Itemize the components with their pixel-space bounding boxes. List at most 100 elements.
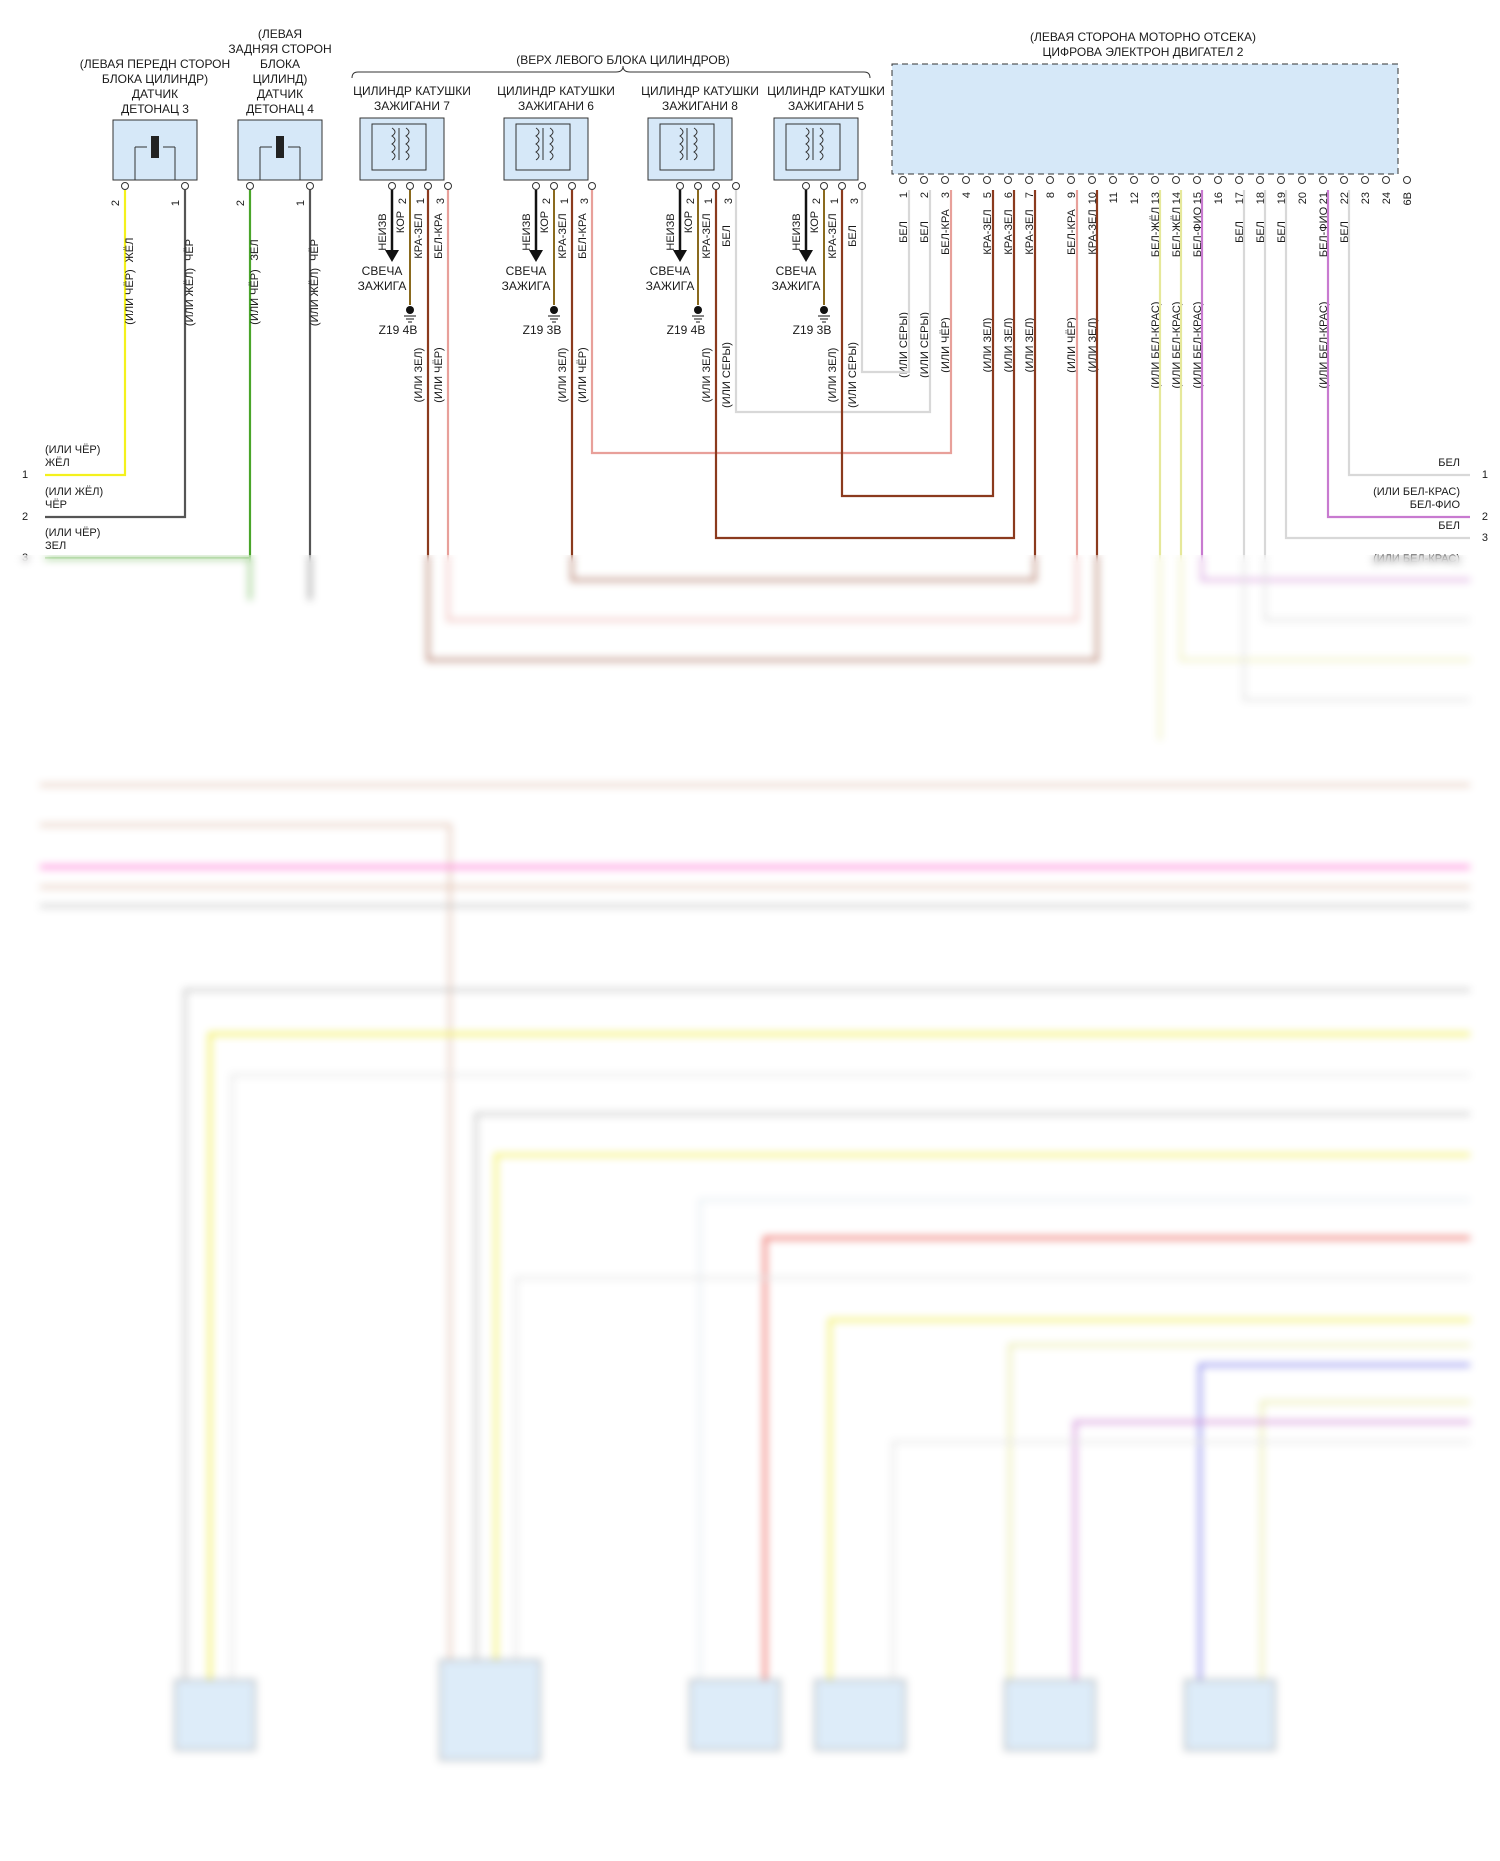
coil-pin: 2 xyxy=(541,198,553,204)
knock-sensor-caption: (ЛЕВАЯ xyxy=(258,27,302,41)
ecm-box xyxy=(891,63,1399,175)
knock-sensor-caption: ЦИЛИНД) xyxy=(253,72,308,86)
knock-sensor-caption: ДЕТОНАЦ 4 xyxy=(246,102,314,116)
coil-wire-label: БЕЛ-КРА xyxy=(577,212,589,258)
coil-winding xyxy=(535,127,554,161)
wire xyxy=(714,190,1016,540)
group-caption: (ВЕРХ ЛЕВОГО БЛОКА ЦИЛИНДРОВ) xyxy=(516,53,729,67)
ecm-pin-number: 16 xyxy=(1213,192,1225,204)
ecm-wire-alt-label: (ИЛИ ЗЕЛ) xyxy=(1003,318,1015,373)
left-connector-alt: (ИЛИ ЖЁЛ) xyxy=(45,486,103,498)
connector-pin xyxy=(444,182,452,190)
ground-symbol xyxy=(818,315,830,323)
knock-sensor-element xyxy=(151,136,159,158)
left-connector-pin: 1 xyxy=(22,469,28,481)
knock-sensor-wire-label: ЗЕЛ xyxy=(249,239,261,260)
coil-caption: ЗАЖИГАНИ 7 xyxy=(374,99,450,113)
connector-pin xyxy=(899,176,907,184)
coil-caption: ЗАЖИГАНИ 6 xyxy=(518,99,594,113)
coil-winding xyxy=(391,127,410,161)
coil-wire-label: БЕЛ xyxy=(721,225,733,247)
coil-pin: 3 xyxy=(849,198,861,204)
knock-sensor-caption: ДЕТОНАЦ 3 xyxy=(121,102,189,116)
ecm-pin-number: 8 xyxy=(1045,192,1057,198)
knock-sensor-pin: 2 xyxy=(235,200,247,206)
ecm-wire-alt-label: (ИЛИ СЕРЫ) xyxy=(898,312,910,378)
ecm-pin-number: 4 xyxy=(961,192,973,198)
knock-sensor-wire-label: ЧЁР xyxy=(309,239,321,261)
ecm-wire-color-label: БЕЛ-КРА xyxy=(940,208,952,254)
ecm-pin-number: 7 xyxy=(1024,192,1036,198)
knock-sensor-wire-alt: (ИЛИ ЧЁР) xyxy=(249,269,261,324)
neizv-label: НЕИЗВ xyxy=(665,213,677,250)
ecm-wire-color-label: БЕЛ xyxy=(898,221,910,243)
ecm-wire-color-label: КРА-ЗЕЛ xyxy=(982,209,994,254)
connector-pin xyxy=(181,182,189,190)
ground-label: Z19 3B xyxy=(793,323,832,337)
ecm-wire-color-label: БЕЛ-КРА xyxy=(1066,208,1078,254)
spark-arrow-icon xyxy=(385,250,399,262)
left-connector-color: ЗЕЛ xyxy=(45,540,66,552)
connector-pin xyxy=(568,182,576,190)
connector-pin xyxy=(406,182,414,190)
connector-pin xyxy=(388,182,396,190)
left-connector-color: ЖЁЛ xyxy=(45,457,70,469)
connector-pin xyxy=(1298,176,1306,184)
knock-sensor-caption: ЗАДНЯЯ СТОРОН xyxy=(228,42,331,56)
connector-pin xyxy=(1361,176,1369,184)
spark-plug-label: СВЕЧА xyxy=(506,264,547,278)
coil-wire-label: КРА-ЗЕЛ xyxy=(701,213,713,258)
coil-wire-alt: (ИЛИ СЕРЫ) xyxy=(847,342,859,408)
ecm-caption: (ЛЕВАЯ СТОРОНА МОТОРНО ОТСЕКА) xyxy=(1030,30,1256,44)
ecm-wire-color-label: КРА-ЗЕЛ xyxy=(1003,209,1015,254)
ecm-pin-number: 2 xyxy=(919,192,931,198)
knock-sensor-element xyxy=(276,136,284,158)
knock-sensor-caption: БЛОКА ЦИЛИНДР) xyxy=(102,72,208,86)
knock-sensor-wire-label: ЧЁР xyxy=(184,239,196,261)
cylinder-group-caption: (ВЕРХ ЛЕВОГО БЛОКА ЦИЛИНДРОВ) xyxy=(351,53,871,79)
knock-sensor-wire-label: ЖЁЛ xyxy=(124,238,136,263)
ground-label: Z19 4B xyxy=(379,323,418,337)
coil-wire-alt: (ИЛИ СЕРЫ) xyxy=(721,342,733,408)
ecm-pin-number: 6 xyxy=(1003,192,1015,198)
coil-caption: ЦИЛИНДР КАТУШКИ xyxy=(497,84,615,98)
coil-wire-alt: (ИЛИ ЗЕЛ) xyxy=(557,348,569,403)
right-connector-pin: 2 xyxy=(1482,511,1488,523)
spark-plug-label: ЗАЖИГА xyxy=(502,279,551,293)
ground-icon xyxy=(694,306,702,314)
knock-sensor-lead xyxy=(134,146,176,180)
connector-pin xyxy=(1382,176,1390,184)
coil-caption: ЗАЖИГАНИ 8 xyxy=(662,99,738,113)
right-connector-color: БЕЛ xyxy=(1438,457,1460,469)
connector-pin xyxy=(550,182,558,190)
wire xyxy=(590,190,953,455)
ecm-wire-alt-label: (ИЛИ ЗЕЛ) xyxy=(982,318,994,373)
ecm-module: (ЛЕВАЯ СТОРОНА МОТОРНО ОТСЕКА) ЦИФРОВА Э… xyxy=(891,30,1414,205)
coil-wire-label: КОР xyxy=(683,211,695,233)
ground-icon xyxy=(820,306,828,314)
connector-pin xyxy=(676,182,684,190)
knock-sensor-caption: ДАТЧИК xyxy=(132,87,178,101)
coil-wire-label: БЕЛ-КРА xyxy=(433,212,445,258)
left-connector-pin: 2 xyxy=(22,511,28,523)
wire xyxy=(1326,190,1470,519)
wire xyxy=(570,190,1037,582)
knock-sensor-caption: ДАТЧИК xyxy=(257,87,303,101)
ground-icon xyxy=(550,306,558,314)
connector-pin xyxy=(712,182,720,190)
ecm-wire-color-label: БЕЛ xyxy=(919,221,931,243)
connector-pin xyxy=(1277,176,1285,184)
knock-sensor-caption: (ЛЕВАЯ ПЕРЕДН СТОРОН xyxy=(80,57,230,71)
wire xyxy=(1347,190,1470,477)
connector-pin xyxy=(532,182,540,190)
wire xyxy=(1284,190,1470,540)
connector-pin xyxy=(588,182,596,190)
connector-pin xyxy=(820,182,828,190)
knock-sensor-wire-alt: (ИЛИ ЖЁЛ) xyxy=(309,268,321,326)
coil-caption: ЗАЖИГАНИ 5 xyxy=(788,99,864,113)
connector-pin xyxy=(920,176,928,184)
coil-wire-alt: (ИЛИ ЧЁР) xyxy=(433,347,445,402)
